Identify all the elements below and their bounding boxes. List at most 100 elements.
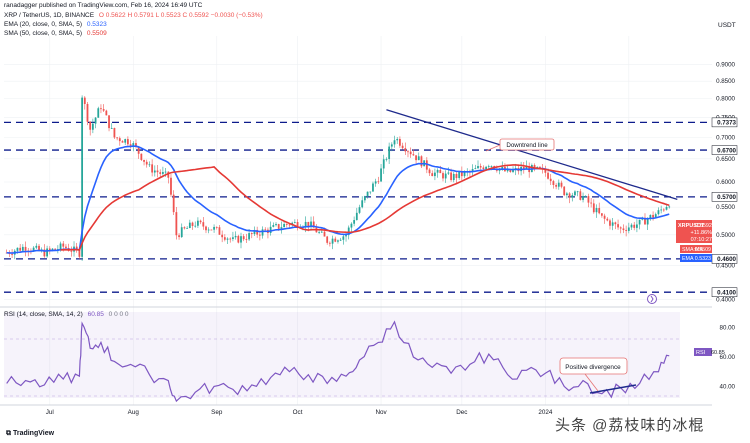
- level-badge: [711, 117, 738, 128]
- candle-body: [264, 229, 267, 231]
- candle-body: [450, 172, 452, 181]
- candle-body: [646, 218, 649, 225]
- candle-body: [587, 196, 590, 203]
- candle-body: [425, 160, 428, 170]
- candle-body: [188, 222, 191, 228]
- candle-body: [479, 166, 482, 168]
- candle-body: [312, 221, 315, 228]
- sma-badge-value: 0.5509: [695, 247, 711, 253]
- candle-body: [625, 230, 628, 231]
- alert-icon[interactable]: [647, 294, 657, 304]
- candle-body: [571, 195, 574, 198]
- rsi-tick-label: 40.00: [720, 383, 736, 390]
- rsi-band-fill: [4, 312, 680, 398]
- candle-body: [234, 235, 237, 238]
- candle-body: [132, 143, 135, 146]
- candle-body: [361, 200, 364, 208]
- candle-body: [636, 224, 638, 228]
- candle-body: [452, 173, 455, 181]
- candle-body: [574, 191, 576, 196]
- candle-body: [89, 121, 92, 130]
- downtrend-annotation: Downtrend line: [485, 138, 555, 152]
- candle-body: [153, 170, 156, 173]
- candle-body: [404, 148, 407, 152]
- candle-body: [355, 212, 358, 221]
- candle-body: [207, 229, 210, 231]
- candle-body: [280, 227, 283, 229]
- ema-legend[interactable]: EMA (20, close, 0, SMA, 5) 0.5323: [4, 21, 107, 29]
- candle-body: [522, 167, 525, 170]
- downtrend-line: [386, 109, 678, 201]
- candle-body: [221, 234, 224, 238]
- price-badge: XRPUSDT 0.5592 +11.86% 07:10:27: [676, 220, 712, 243]
- candle-body: [428, 169, 431, 174]
- candle-body: [194, 225, 197, 227]
- candle-body: [48, 248, 51, 251]
- candle-body: [557, 182, 560, 187]
- candle-body: [401, 145, 404, 149]
- sma-legend-label: SMA (50, close, 0, SMA, 5): [4, 30, 83, 37]
- candle-body: [62, 243, 65, 247]
- candle-body: [110, 127, 113, 129]
- candle-body: [420, 156, 423, 167]
- candle-body: [539, 166, 541, 169]
- candle-body: [78, 249, 81, 257]
- candle-body: [592, 203, 595, 213]
- candle-body: [477, 166, 479, 169]
- ema-legend-label: EMA (20, close, 0, SMA, 5): [4, 21, 83, 28]
- candle-body: [482, 167, 485, 169]
- candle-body: [70, 250, 73, 252]
- candle-body: [501, 166, 504, 169]
- badge-price: 0.5592: [695, 223, 712, 229]
- candle-body: [46, 248, 48, 257]
- candle-body: [156, 170, 159, 173]
- time-tick-label: Jul: [46, 409, 54, 416]
- level-badge: [711, 287, 738, 297]
- divergence-label: Positive divergence: [565, 364, 621, 371]
- candle-body: [126, 139, 129, 145]
- rsi-legend[interactable]: RSI (14, close, SMA, 14, 2) 60.85 0 0 0 …: [4, 311, 129, 319]
- candle-body: [544, 168, 547, 173]
- downtrend-label: Downtrend line: [506, 142, 548, 149]
- candle-body: [283, 224, 285, 228]
- candle-body: [458, 171, 461, 179]
- candle-body: [652, 214, 654, 218]
- time-tick-label: Nov: [375, 409, 387, 416]
- candle-body: [412, 154, 415, 156]
- candle-body: [51, 248, 54, 251]
- candle-body: [396, 138, 399, 141]
- candle-body: [253, 229, 256, 235]
- candle-body: [229, 238, 232, 240]
- candle-body: [487, 166, 490, 168]
- candle-body: [105, 110, 108, 116]
- candle-body: [485, 166, 487, 169]
- candle-body: [434, 172, 436, 177]
- candle-body: [366, 191, 369, 197]
- candle-body: [568, 193, 571, 198]
- candle-body: [285, 224, 288, 225]
- candle-body: [358, 207, 361, 213]
- tradingview-logo[interactable]: ⧉ TradingView: [6, 430, 54, 438]
- candle-body: [275, 224, 277, 226]
- candle-body: [563, 186, 566, 196]
- candle-body: [614, 222, 617, 225]
- time-axis: Jul Aug Sep Oct Nov Dec 2024: [46, 409, 553, 416]
- candle-body: [167, 171, 170, 178]
- candle-body: [143, 159, 145, 162]
- candle-body: [258, 234, 261, 236]
- level-badge-label: 0.4600: [717, 256, 736, 263]
- candle-body: [86, 104, 89, 122]
- candle-body: [226, 238, 229, 240]
- candle-body: [261, 229, 264, 236]
- candle-body: [320, 231, 323, 233]
- candle-body: [377, 181, 380, 183]
- candle-body: [232, 237, 234, 240]
- candle-body: [525, 166, 528, 170]
- candle-body: [318, 231, 321, 233]
- sma-legend[interactable]: SMA (50, close, 0, SMA, 5) 0.5509: [4, 30, 107, 38]
- tv-brand-text: TradingView: [12, 430, 55, 437]
- candle-body: [369, 191, 372, 193]
- candle-body: [81, 97, 84, 257]
- candle-body: [471, 169, 474, 172]
- candle-body: [444, 173, 447, 179]
